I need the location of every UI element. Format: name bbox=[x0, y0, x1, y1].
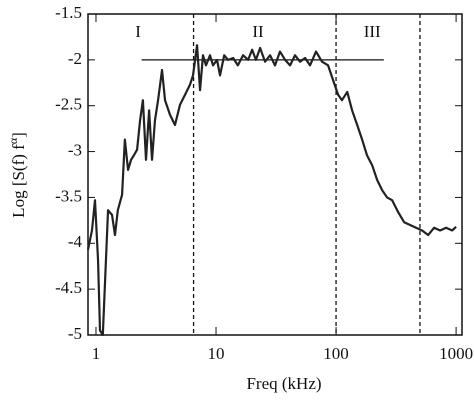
y-axis-label: Log [S(f) fα] bbox=[6, 132, 28, 218]
y-tick-label: -2.5 bbox=[55, 95, 82, 114]
x-tick-label: 10 bbox=[208, 344, 225, 363]
y-tick-label: -1.5 bbox=[55, 3, 82, 22]
y-tick-label: -3 bbox=[68, 140, 82, 159]
y-label-sup: α bbox=[6, 137, 20, 144]
y-tick-label: -2 bbox=[68, 49, 82, 68]
x-tick-label: 100 bbox=[323, 344, 349, 363]
region-label: I bbox=[135, 22, 141, 41]
data-line bbox=[86, 44, 457, 337]
y-label-main: Log [S(f) f bbox=[9, 144, 28, 218]
region-label: II bbox=[252, 22, 264, 41]
x-tick-label: 1 bbox=[92, 344, 101, 363]
region-label: III bbox=[364, 22, 381, 41]
y-tick-label: -4 bbox=[68, 232, 83, 251]
y-tick-label: -3.5 bbox=[55, 186, 82, 205]
x-tick-label: 1000 bbox=[439, 344, 473, 363]
x-axis-label: Freq (kHz) bbox=[246, 374, 321, 393]
y-tick-label: -5 bbox=[68, 324, 82, 343]
y-label-end: ] bbox=[9, 132, 28, 138]
plot-frame bbox=[87, 13, 463, 336]
y-tick-label: -4.5 bbox=[55, 278, 82, 297]
